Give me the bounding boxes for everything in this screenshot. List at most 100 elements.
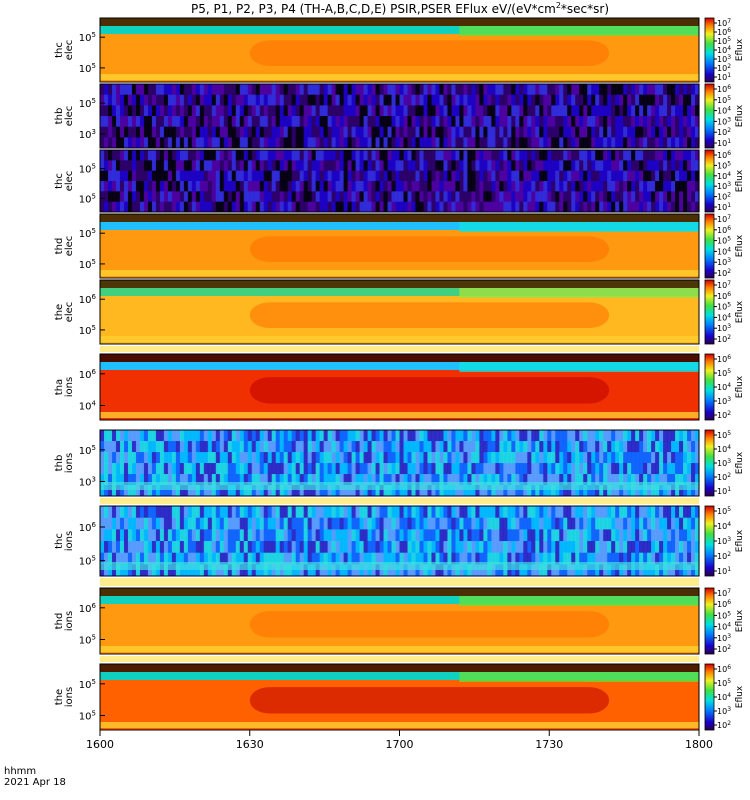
noise-cell [579, 430, 584, 442]
noise-cell [607, 506, 612, 519]
noise-cell [591, 191, 596, 203]
noise-cell [199, 105, 205, 117]
noise-cell [615, 485, 620, 497]
noise-cell [179, 474, 185, 486]
noise-cell [283, 84, 289, 96]
noise-cell [219, 170, 225, 182]
noise-cell [407, 564, 413, 577]
noise-cell [123, 150, 129, 161]
noise-cell [651, 452, 656, 464]
noise-cell [235, 181, 241, 192]
noise-cell [595, 430, 600, 442]
noise-cell [451, 452, 456, 464]
panel-frame [99, 505, 700, 577]
noise-cell [447, 126, 453, 138]
noise-cell [135, 150, 141, 161]
colorbar-label: Eflux [735, 609, 745, 632]
noise-cell [203, 529, 209, 542]
noise-cell [575, 84, 580, 96]
noise-cell [147, 485, 153, 497]
noise-cell [423, 116, 429, 128]
noise-cell [335, 160, 341, 172]
noise-cell [363, 160, 369, 172]
noise-cell [331, 94, 337, 106]
noise-cell [371, 181, 377, 192]
noise-cell [211, 552, 217, 565]
noise-cell [235, 564, 241, 577]
noise-cell [691, 94, 696, 106]
noise-cell [399, 126, 405, 138]
noise-cell [643, 474, 648, 486]
noise-cell [251, 541, 257, 554]
noise-cell [487, 191, 492, 203]
noise-cell [607, 126, 612, 138]
noise-cell [591, 452, 596, 464]
noise-cell [243, 94, 249, 106]
noise-cell [215, 474, 221, 486]
noise-cell [359, 137, 365, 149]
noise-cell [279, 170, 285, 182]
noise-cell [587, 564, 592, 577]
noise-cell [439, 137, 445, 149]
noise-cell [191, 181, 197, 192]
noise-cell [395, 517, 401, 530]
noise-cell [635, 105, 640, 117]
noise-cell [451, 506, 456, 519]
noise-cell [179, 137, 185, 149]
noise-cell [427, 452, 433, 464]
noise-cell [315, 181, 321, 192]
noise-cell [471, 126, 476, 138]
noise-cell [399, 485, 405, 497]
noise-cell [519, 452, 524, 464]
noise-cell [643, 517, 648, 530]
noise-cell [135, 137, 141, 149]
noise-cell [659, 150, 664, 161]
noise-cell [267, 517, 273, 530]
noise-cell [299, 485, 305, 497]
noise-cell [631, 430, 636, 442]
noise-cell [487, 529, 492, 542]
colorbar [704, 587, 715, 655]
noise-cell [295, 181, 301, 192]
noise-cell [175, 201, 181, 213]
noise-cell [475, 463, 480, 475]
noise-cell [639, 181, 644, 192]
noise-cell [659, 541, 664, 554]
noise-cell [423, 564, 429, 577]
noise-cell [435, 84, 441, 96]
noise-cell [359, 105, 365, 117]
noise-cell [131, 529, 137, 542]
panel-frame [99, 83, 700, 149]
noise-cell [683, 94, 688, 106]
noise-cell [391, 541, 397, 554]
noise-cell [303, 94, 309, 106]
noise-cell [263, 150, 269, 161]
noise-cell [227, 506, 233, 519]
noise-cell [211, 116, 217, 128]
noise-cell [567, 201, 572, 213]
noise-cell [355, 463, 361, 475]
noise-cell [363, 150, 369, 161]
noise-cell [107, 452, 113, 464]
probe-label: thc [54, 173, 65, 189]
noise-cell [455, 430, 460, 442]
species-label: ions [64, 611, 75, 631]
noise-cell [415, 160, 421, 172]
y-tick-label: 105 [79, 709, 96, 722]
noise-cell [139, 517, 145, 530]
noise-cell [175, 150, 181, 161]
noise-cell [279, 441, 285, 453]
noise-cell [347, 463, 353, 475]
noise-cell [291, 160, 297, 172]
noise-cell [619, 506, 624, 519]
noise-cell [279, 84, 285, 96]
noise-cell [123, 137, 129, 149]
noise-cell [687, 150, 692, 161]
noise-cell [351, 474, 357, 486]
noise-cell [331, 564, 337, 577]
noise-cell [291, 541, 297, 554]
noise-cell [595, 116, 600, 128]
noise-cell [511, 463, 516, 475]
y-tick-label: 105 [79, 97, 96, 110]
